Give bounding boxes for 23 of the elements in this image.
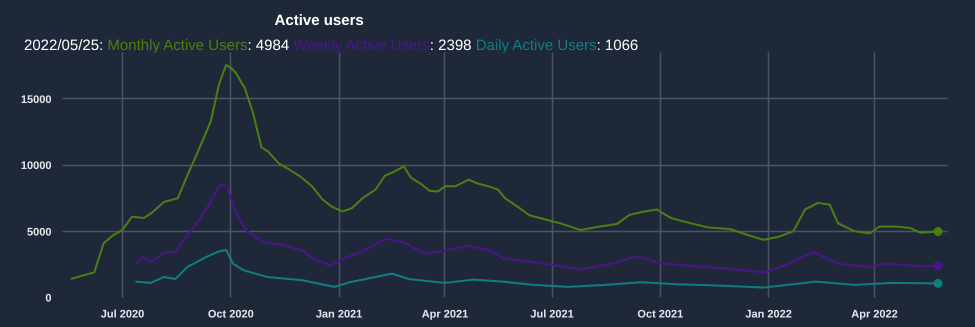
point bbox=[934, 261, 943, 270]
y-tick-label: 0 bbox=[45, 292, 52, 304]
y-tick-label: 5000 bbox=[27, 226, 52, 238]
point bbox=[934, 227, 943, 236]
x-tick-label: Apr 2021 bbox=[422, 308, 468, 320]
x-tick-label: Jul 2020 bbox=[100, 308, 144, 320]
x-tick-label: Apr 2022 bbox=[851, 308, 898, 320]
point bbox=[934, 278, 943, 288]
chart-title: Active users bbox=[274, 11, 365, 31]
annotation: : 4984 bbox=[247, 37, 290, 54]
x-tick-label: Jul 2021 bbox=[530, 308, 574, 320]
annotation: : 1066 bbox=[596, 37, 638, 54]
series-label: Monthly Active Users bbox=[107, 37, 248, 54]
text: Weekly Active Users bbox=[293, 37, 430, 54]
annotation: 2022/05/25: bbox=[24, 37, 104, 54]
y-tick-label: 15000 bbox=[20, 94, 52, 106]
x-tick-label: Oct 2021 bbox=[637, 308, 684, 320]
annotation: : 2398 bbox=[430, 37, 472, 54]
x-tick-label: Jan 2021 bbox=[316, 308, 362, 320]
x-tick-label: Jan 2022 bbox=[745, 308, 792, 320]
text: Daily Active Users bbox=[476, 37, 597, 54]
y-tick-label: 10000 bbox=[20, 160, 52, 172]
x-tick-label: Oct 2020 bbox=[208, 308, 254, 320]
